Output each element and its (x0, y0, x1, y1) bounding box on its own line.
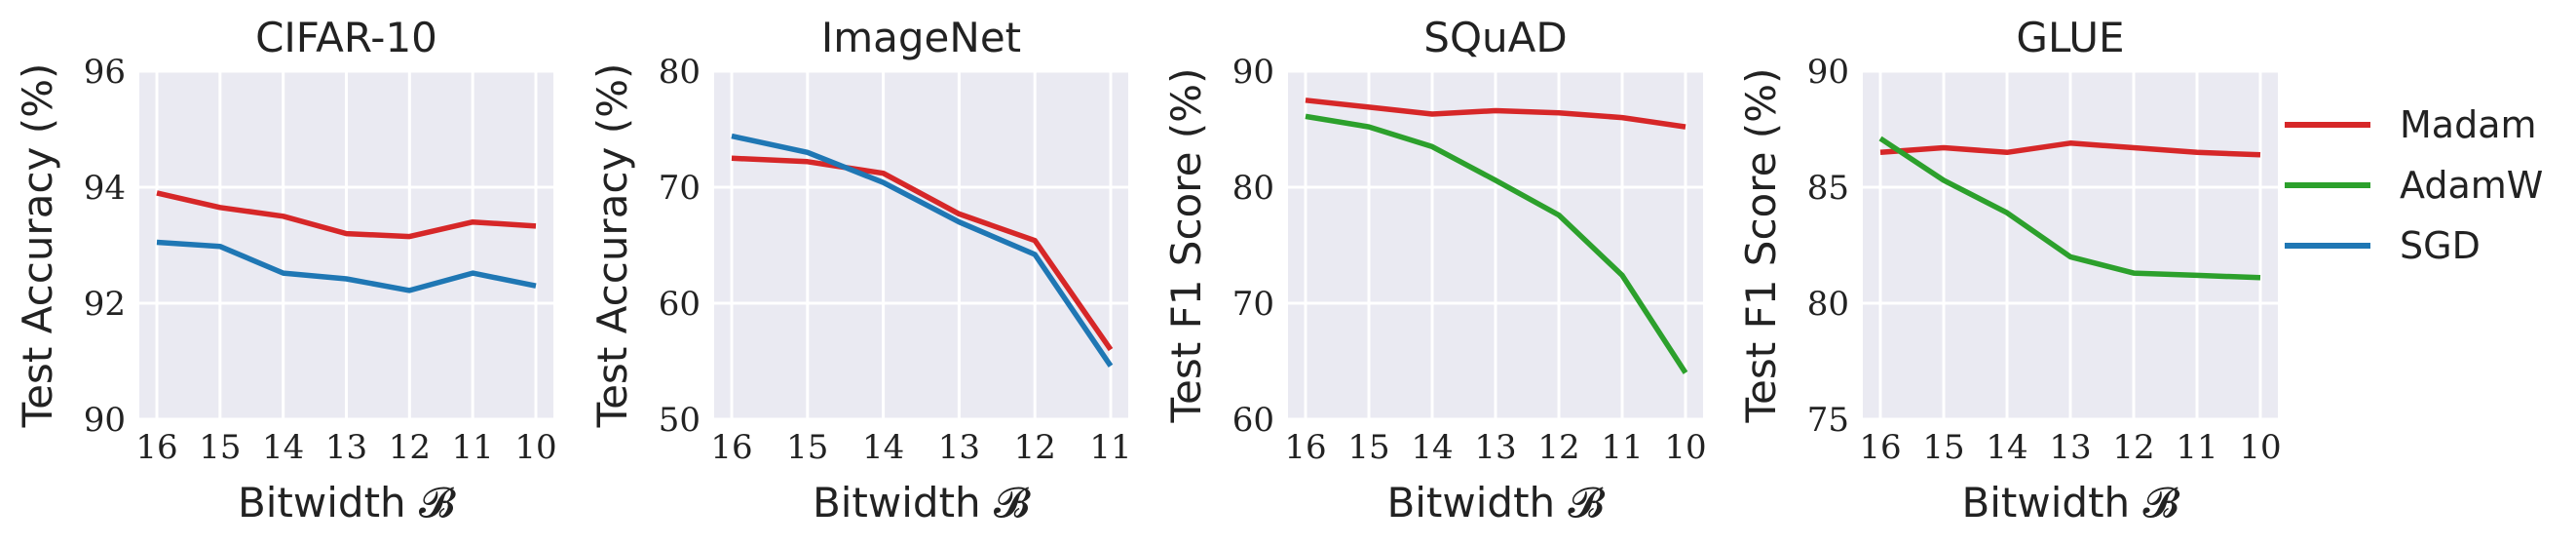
legend-label: Madam (2400, 103, 2537, 146)
x-tick-label: 11 (452, 428, 494, 467)
y-tick-label: 90 (1807, 53, 1849, 92)
plot-background (714, 71, 1128, 419)
x-axis-label: Bitwidth 𝓑 (1386, 479, 1605, 526)
chart-panel-2: 16 15 14 13 12 11 50 60 70 80 ImageNet Bitwidth 𝓑 Te… (588, 14, 1132, 526)
x-tick-label: 15 (199, 428, 241, 467)
legend-label: AdamW (2400, 164, 2543, 207)
series-line-madam (1305, 98, 1686, 130)
series-line-sgd (731, 133, 1114, 368)
y-axis-label: Test F1 Score (%) (1162, 68, 1210, 424)
y-axis-label: Test F1 Score (%) (1737, 68, 1785, 424)
y-tick-label: 94 (84, 169, 126, 208)
legend-item-sgd: SGD (2285, 224, 2481, 267)
series-line-adamw (1878, 136, 2261, 281)
legend-label: SGD (2400, 224, 2481, 267)
y-tick-label: 90 (84, 401, 126, 440)
x-tick-label: 11 (1089, 428, 1131, 467)
series-line-adamw (1305, 113, 1688, 374)
legend-item-madam: Madam (2285, 103, 2537, 146)
x-tick-label: 15 (1347, 428, 1389, 467)
y-tick-label: 70 (659, 169, 701, 208)
x-tick-label: 11 (1601, 428, 1643, 467)
x-tick-label: 12 (1537, 428, 1579, 467)
x-tick-label: 11 (2176, 428, 2217, 467)
x-tick-label: 10 (2239, 428, 2281, 467)
series-line-madam (731, 155, 1114, 352)
x-tick-label: 13 (2049, 428, 2091, 467)
y-tick-label: 70 (1232, 285, 1274, 324)
x-tick-label: 12 (1014, 428, 1056, 467)
chart-panel-3: 16 15 14 13 12 11 10 60 70 80 90 SQuAD Bitwidth 𝓑 Tes… (1162, 14, 1707, 526)
y-tick-label: 80 (1232, 169, 1274, 208)
x-tick-label: 14 (862, 428, 904, 467)
x-tick-label: 14 (262, 428, 304, 467)
chart-title: ImageNet (821, 14, 1021, 61)
series-line-sgd (156, 239, 537, 293)
x-axis-label: Bitwidth 𝓑 (1961, 479, 2179, 526)
y-tick-label: 75 (1807, 401, 1849, 440)
chart-panel-1: 16 15 14 13 12 11 10 90 92 94 96 CIFAR-10 Bitwidth 𝓑… (14, 14, 557, 526)
y-tick-label: 96 (84, 53, 126, 92)
x-tick-label: 12 (389, 428, 431, 467)
y-tick-label: 85 (1807, 169, 1849, 208)
y-tick-label: 60 (1232, 401, 1274, 440)
x-tick-label: 15 (1922, 428, 1964, 467)
x-tick-label: 16 (1284, 428, 1326, 467)
legend-item-adamw: AdamW (2285, 164, 2543, 207)
y-tick-label: 80 (659, 53, 701, 92)
x-axis-label: Bitwidth 𝓑 (238, 479, 456, 526)
x-tick-label: 16 (1859, 428, 1901, 467)
x-tick-label: 12 (2112, 428, 2154, 467)
y-tick-label: 60 (659, 285, 701, 324)
chart-panel-4: 16 15 14 13 12 11 10 75 80 85 90 GLUE Bitwidth 𝓑 Test… (1737, 14, 2282, 526)
x-tick-label: 14 (1411, 428, 1453, 467)
chart-title: GLUE (2016, 14, 2124, 61)
y-tick-label: 90 (1232, 53, 1274, 92)
chart-panels: 16 15 14 13 12 11 10 90 92 94 96 CIFAR-10 Bitwidth 𝓑… (14, 14, 2282, 526)
y-axis-label: Test Accuracy (%) (588, 63, 636, 429)
series-line-madam (156, 190, 537, 240)
series-line-madam (1879, 140, 2261, 158)
y-axis-label: Test Accuracy (%) (14, 63, 61, 429)
x-tick-label: 15 (786, 428, 828, 467)
x-tick-label: 10 (1664, 428, 1706, 467)
x-tick-label: 16 (135, 428, 177, 467)
x-tick-label: 14 (1986, 428, 2027, 467)
chart-title: CIFAR-10 (255, 14, 437, 61)
x-tick-label: 13 (1474, 428, 1516, 467)
y-tick-label: 50 (659, 401, 701, 440)
chart-title: SQuAD (1423, 14, 1567, 61)
y-tick-label: 92 (84, 285, 126, 324)
legend: Madam AdamW SGD (2285, 103, 2543, 267)
x-axis-label: Bitwidth 𝓑 (813, 479, 1031, 526)
y-tick-label: 80 (1807, 285, 1849, 324)
x-tick-label: 13 (325, 428, 367, 467)
x-tick-label: 13 (938, 428, 980, 467)
x-tick-label: 16 (710, 428, 752, 467)
x-tick-label: 10 (514, 428, 556, 467)
